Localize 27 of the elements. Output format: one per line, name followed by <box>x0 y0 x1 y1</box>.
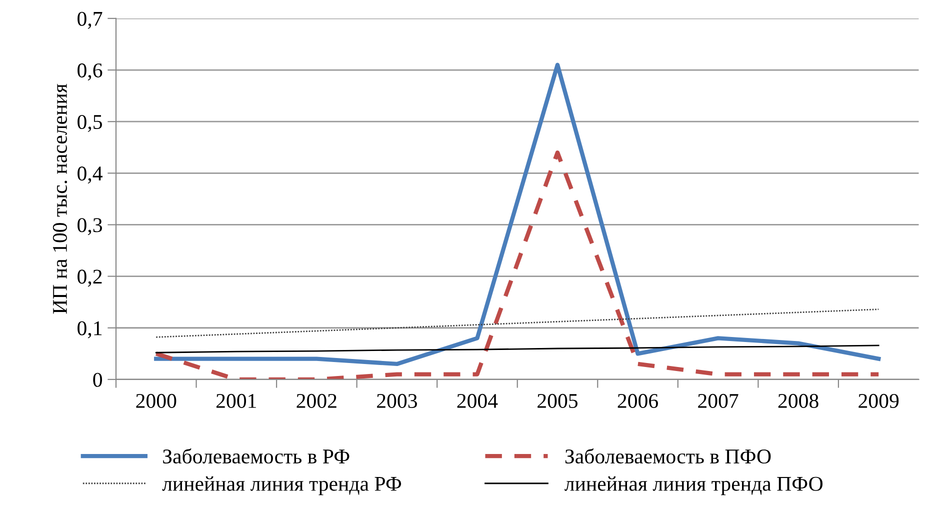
line-series <box>154 150 881 380</box>
x-tick-label: 2004 <box>457 394 498 408</box>
y-tick-label: 0,4 <box>78 166 102 184</box>
y-tick-label: 0,5 <box>78 114 102 132</box>
legend-label: Заболеваемость в ПФО <box>565 448 771 464</box>
x-tick-label: 2001 <box>216 394 256 408</box>
legend-label: линейная линия тренда РФ <box>162 476 402 496</box>
x-tick-label: 2005 <box>538 394 578 408</box>
x-tick-label: 2008 <box>778 394 818 408</box>
x-tick-label: 2002 <box>296 394 336 408</box>
x-tick-label: 2003 <box>377 394 417 408</box>
x-tick-label: 2000 <box>136 394 176 408</box>
y-tick-label: 0,6 <box>78 63 102 80</box>
legend-label: линейная линия тренда ПФО <box>564 476 823 496</box>
x-tick-label: 2006 <box>618 394 658 408</box>
y-tick-label: 0,7 <box>78 12 102 29</box>
x-tick-label: 2009 <box>858 394 899 408</box>
y-tick-label: 0,3 <box>78 218 102 236</box>
y-tick-label: 0,2 <box>78 270 102 287</box>
y-tick-label: 0 <box>93 372 102 387</box>
line-series <box>154 62 881 366</box>
x-tick-label: 2007 <box>698 394 738 408</box>
legend-label: Заболеваемость в РФ <box>163 448 350 464</box>
y-tick-label: 0,1 <box>78 321 102 338</box>
y-axis-title: ИП на 100 тыс. населения <box>52 84 68 314</box>
line-series <box>155 308 880 338</box>
line-series <box>155 344 880 354</box>
